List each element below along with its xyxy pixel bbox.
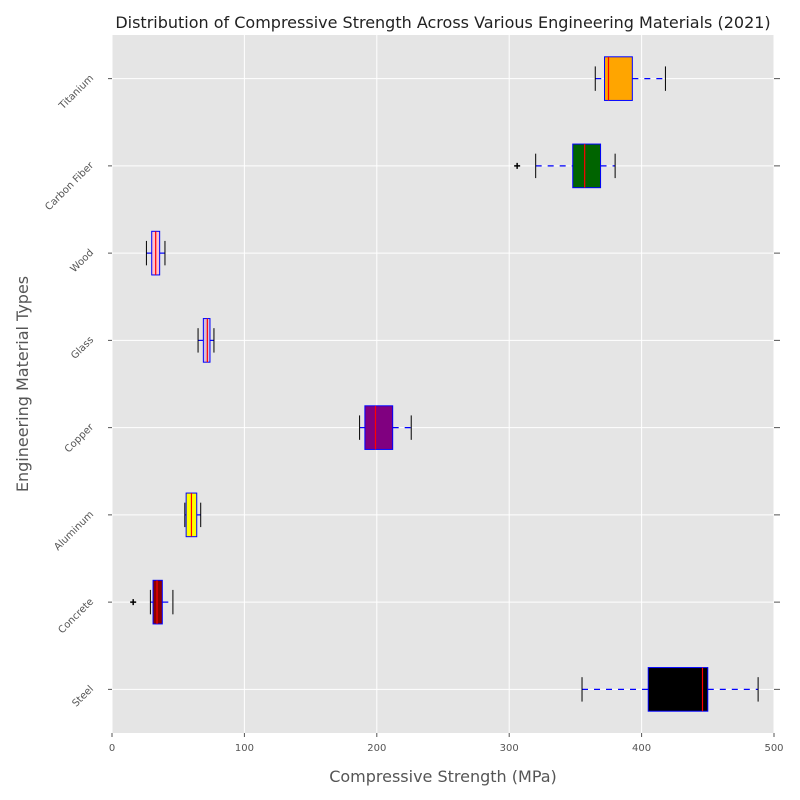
- box-body: [202, 318, 211, 363]
- box-body: [364, 405, 394, 450]
- box-body: [572, 143, 602, 189]
- box-group: [581, 667, 759, 712]
- x-tick-label: 0: [109, 743, 115, 754]
- category-label: Glass: [69, 335, 96, 362]
- box-group: [359, 405, 412, 450]
- box-body: [152, 579, 163, 625]
- category-label: Concrete: [56, 596, 96, 636]
- category-label: Copper: [63, 421, 97, 455]
- category-label: Aluminum: [52, 509, 96, 553]
- box-group: [130, 579, 174, 625]
- category-label: Carbon Fiber: [43, 160, 96, 213]
- box-body: [604, 56, 633, 101]
- category-label: Titanium: [57, 73, 96, 112]
- x-tick-label: 300: [500, 743, 519, 754]
- chart-title: Distribution of Compressive Strength Acr…: [115, 13, 770, 32]
- x-tick-label: 500: [764, 743, 783, 754]
- x-axis-label: Compressive Strength (MPa): [329, 767, 557, 786]
- y-axis-label: Engineering Material Types: [13, 276, 32, 492]
- plot-background: [112, 35, 774, 733]
- grid-layer: [111, 35, 775, 733]
- x-tick-label: 100: [235, 743, 254, 754]
- box-group: [184, 492, 202, 538]
- box-group: [594, 56, 666, 101]
- x-tick-label: 200: [367, 743, 386, 754]
- x-tick-label: 400: [632, 743, 651, 754]
- box-group: [145, 230, 166, 276]
- box-group: [514, 143, 616, 189]
- box-group: [197, 318, 215, 363]
- category-label: Steel: [70, 684, 96, 710]
- category-label: Wood: [69, 247, 96, 274]
- box-body: [647, 667, 709, 712]
- box-layer: [130, 56, 759, 712]
